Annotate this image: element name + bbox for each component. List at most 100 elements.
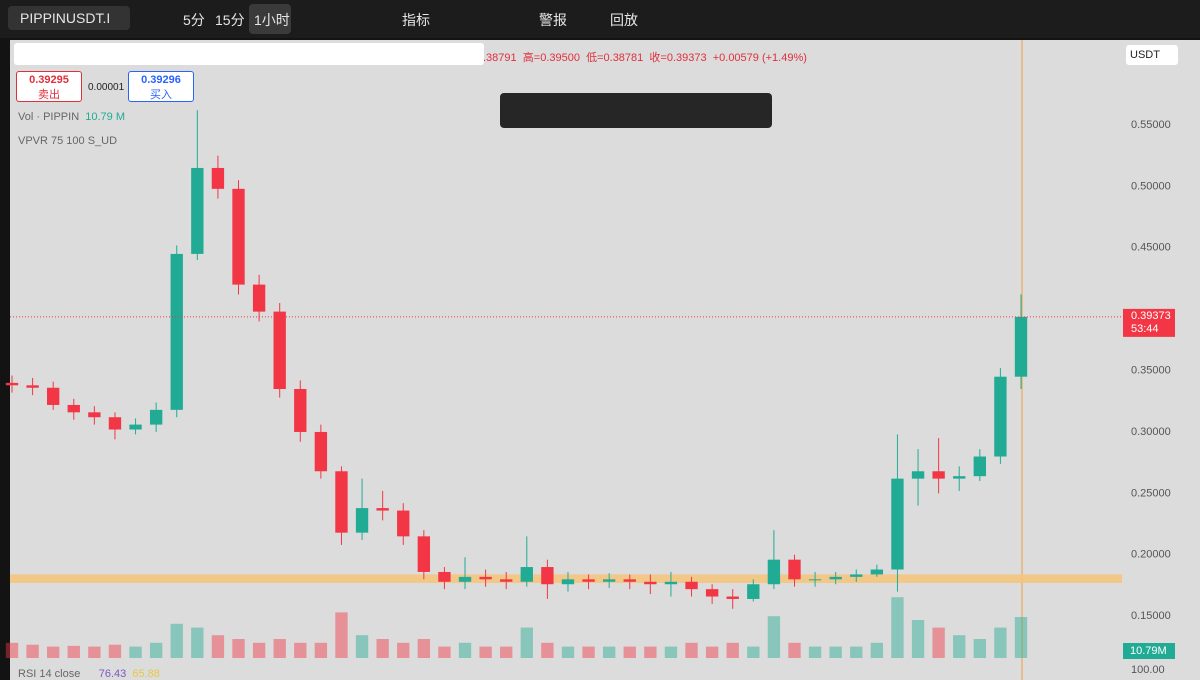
volume-bar — [973, 639, 986, 658]
y-tick-label: 0.20000 — [1131, 549, 1171, 561]
candle-body — [335, 471, 348, 533]
candle-body — [788, 559, 801, 580]
candle-body — [582, 579, 595, 582]
rsi-indicator: RSI 14 close 76.43 65.88 — [18, 668, 160, 680]
last-price: 0.39373 — [1131, 310, 1171, 322]
support-zone — [10, 574, 1122, 584]
volume-bar — [232, 639, 245, 658]
candle-body — [685, 581, 698, 590]
ohlc-open: .38791 — [483, 52, 517, 64]
y-tick-label: 0.50000 — [1131, 180, 1171, 192]
volume-bar — [149, 642, 163, 658]
volume-bar — [458, 642, 472, 658]
volume-bar — [417, 639, 431, 658]
volume-bar — [5, 642, 19, 658]
candle-body — [623, 579, 636, 582]
candle-body — [252, 284, 266, 312]
candle-body — [47, 387, 60, 405]
candle-body — [602, 579, 616, 582]
candle-body — [211, 167, 225, 189]
currency-box[interactable] — [1126, 45, 1178, 65]
y-tick-label: 0.30000 — [1131, 426, 1171, 438]
rsi-name: RSI 14 close — [18, 668, 81, 680]
ohlc-close: 收=0.39373 — [649, 52, 707, 64]
candle-body — [273, 311, 286, 389]
volume-bar — [705, 646, 719, 658]
buy-price: 0.39296 — [141, 74, 181, 86]
candle-body — [808, 579, 822, 581]
volume-bar — [582, 646, 595, 658]
volume-bar — [376, 639, 389, 658]
candle-body — [191, 167, 204, 254]
y-tick-label: 0.15000 — [1131, 610, 1171, 622]
candle-body — [664, 581, 678, 585]
volume-label: 10.79M — [1130, 645, 1167, 657]
chart-background — [10, 40, 1200, 680]
volume-bar — [500, 646, 513, 658]
candle-body — [891, 478, 904, 570]
volume-indicator: Vol · PIPPIN 10.79 M — [18, 111, 125, 123]
rsi-ma: 65.88 — [132, 668, 160, 680]
candle-body — [294, 388, 307, 432]
interval[interactable]: 15分 — [215, 12, 245, 28]
volume-bar — [294, 642, 307, 658]
buy-label: 买入 — [150, 89, 172, 101]
volume-bar — [273, 639, 286, 658]
ohlc-low: 低=0.38781 — [586, 52, 644, 64]
candle-body — [376, 508, 389, 511]
ohlc-change: +0.00579 (+1.49%) — [712, 52, 807, 64]
volume-bar — [355, 635, 369, 658]
sell-button[interactable]: 0.39295 卖出 — [16, 71, 82, 102]
volume-name: Vol · PIPPIN — [18, 111, 80, 123]
volume-bar — [170, 623, 183, 658]
volume-bar — [602, 646, 616, 658]
candle-body — [129, 424, 142, 430]
candle-body — [767, 559, 781, 585]
interval-active-bg — [249, 4, 291, 34]
candle-body — [850, 574, 863, 577]
candle-body — [932, 471, 945, 479]
candle-body — [355, 508, 369, 533]
candle-body — [5, 382, 19, 386]
currency[interactable]: USDT — [1130, 49, 1160, 61]
volume-bar — [26, 644, 39, 658]
candle-body — [479, 576, 492, 580]
rsi-tick: 100.00 — [1131, 664, 1165, 676]
candle-body — [994, 376, 1007, 457]
interval[interactable]: 5分 — [183, 12, 205, 28]
replay-button[interactable]: 回放 — [610, 12, 638, 28]
candle-body — [500, 579, 513, 582]
candle-body — [561, 579, 575, 585]
volume-bar — [829, 646, 842, 658]
volume-bar — [211, 635, 225, 658]
candle-body — [314, 431, 328, 472]
volume-bar — [397, 642, 410, 658]
interval[interactable]: 1小时 — [254, 12, 290, 28]
volume-bar — [891, 597, 904, 658]
alerts-button[interactable]: 警报 — [539, 12, 567, 28]
volume-bar — [788, 642, 801, 658]
volume-bar — [664, 646, 678, 658]
buy-button[interactable]: 0.39296 买入 — [128, 71, 194, 102]
volume-bar — [623, 646, 636, 658]
volume-bar — [911, 620, 925, 658]
symbol[interactable]: PIPPINUSDT.I — [20, 10, 111, 26]
volume-label-box — [1123, 643, 1175, 659]
volume-bar — [67, 645, 80, 658]
drawing-toolbar[interactable] — [500, 93, 772, 128]
indicators-button[interactable]: 指标 — [402, 12, 430, 28]
toolbar: PIPPINUSDT.I 5分 15分 1小时 指标 警报 回放 — [0, 0, 1200, 38]
candle-body — [88, 412, 101, 418]
ohlc-header: .38791 高=0.39500 低=0.38781 收=0.39373 +0.… — [483, 49, 807, 65]
vpvr-indicator: VPVR 75 100 S_UD — [18, 135, 118, 147]
volume-bar — [932, 627, 945, 658]
candle-body — [726, 596, 739, 599]
candle-body — [953, 476, 966, 479]
y-tick-label: 0.55000 — [1131, 119, 1171, 131]
candle-body — [644, 581, 657, 585]
volume-bar — [685, 642, 698, 658]
candle-body — [417, 536, 431, 572]
symbol-box[interactable] — [8, 6, 130, 30]
volume-bar — [335, 612, 348, 658]
